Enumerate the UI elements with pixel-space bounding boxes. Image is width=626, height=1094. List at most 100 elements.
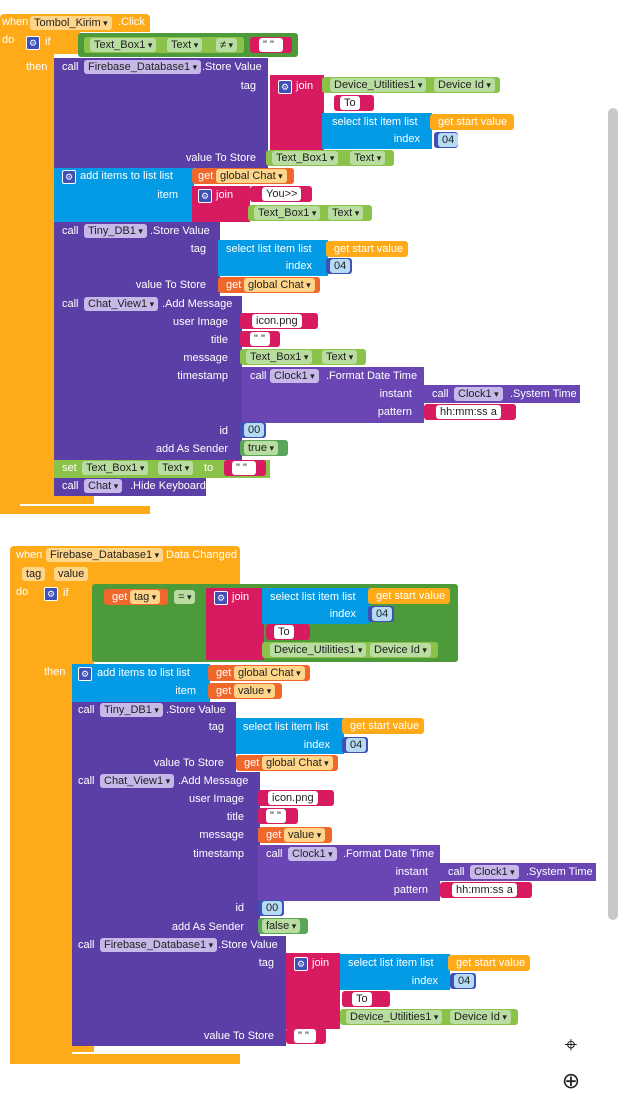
value-var-dropdown[interactable]: value <box>234 684 276 698</box>
true-dropdown[interactable]: true <box>244 441 278 455</box>
number-04[interactable]: 04 <box>454 974 475 988</box>
number-04[interactable]: 04 <box>438 133 459 147</box>
add-items-block[interactable] <box>54 168 194 222</box>
tinydb-dropdown[interactable]: Tiny_DB1 <box>84 224 147 238</box>
param-tag[interactable]: tag <box>22 567 46 581</box>
tag-label: tag <box>240 80 256 92</box>
icon-png-string[interactable]: icon.png <box>268 791 318 805</box>
join-gear-icon[interactable]: ⚙ <box>198 189 212 203</box>
component-dropdown[interactable]: Tombol_Kirim <box>30 16 112 30</box>
text-prop-dropdown[interactable]: Text <box>158 461 194 475</box>
device-id-dropdown[interactable]: Device Id <box>370 643 431 657</box>
text-prop-dropdown[interactable]: Text <box>328 206 364 220</box>
value-var-dropdown[interactable]: value <box>284 828 326 842</box>
add-items-block[interactable] <box>72 664 210 702</box>
index-label: index <box>329 608 356 620</box>
device-utilities-dropdown[interactable]: Device_Utilities1 <box>270 643 367 657</box>
clock-dropdown[interactable]: Clock1 <box>454 387 503 401</box>
message-label: message <box>183 352 228 364</box>
icon-png-string[interactable]: icon.png <box>252 314 302 328</box>
device-id-dropdown[interactable]: Device Id <box>450 1010 511 1024</box>
chatview-dropdown[interactable]: Chat_View1 <box>100 774 175 788</box>
empty-string[interactable]: " " <box>294 1029 316 1043</box>
empty-string[interactable]: " " <box>250 332 270 346</box>
firebase-store-block[interactable] <box>72 936 286 1046</box>
zoom-in-icon[interactable]: ⊕ <box>561 1068 581 1093</box>
tag-var-dropdown[interactable]: tag <box>130 590 161 604</box>
global-chat-dropdown[interactable]: global Chat <box>216 169 287 183</box>
get-start-value[interactable] <box>326 241 408 257</box>
device-utilities-dropdown[interactable]: Device_Utilities1 <box>346 1010 443 1024</box>
chat-dropdown[interactable]: Chat <box>84 479 123 493</box>
tinydb-dropdown[interactable]: Tiny_DB1 <box>100 703 163 717</box>
value-to-store-label: value To Store <box>203 1030 274 1042</box>
clock-dropdown[interactable]: Clock1 <box>288 847 337 861</box>
instant-label: instant <box>379 388 412 400</box>
empty-string[interactable]: " " <box>259 38 283 52</box>
target-icon[interactable]: ⌖ <box>564 1032 578 1057</box>
to-string[interactable]: To <box>352 992 372 1006</box>
neq-dropdown[interactable]: ≠ <box>216 38 238 52</box>
textbox-dropdown[interactable]: Text_Box1 <box>90 38 157 52</box>
pattern-string[interactable]: hh:mm:ss a <box>436 405 501 419</box>
mutator-gear-icon[interactable]: ⚙ <box>44 587 58 601</box>
get-start-value[interactable] <box>448 955 530 971</box>
text-prop-dropdown[interactable]: Text <box>167 38 203 52</box>
param-value[interactable]: value <box>54 567 89 581</box>
number-04[interactable]: 04 <box>372 607 393 621</box>
clock-dropdown[interactable]: Clock1 <box>270 369 319 383</box>
select-item-label: select list item list <box>270 591 356 603</box>
number-00[interactable]: 00 <box>244 423 265 437</box>
chatview-add-message-block[interactable] <box>72 772 260 936</box>
textbox-dropdown[interactable]: Text_Box1 <box>82 461 149 475</box>
join-gear-icon[interactable]: ⚙ <box>278 80 292 94</box>
value-to-store-label: value To Store <box>135 279 206 291</box>
component-dropdown[interactable]: Firebase_Database1 <box>46 548 164 562</box>
number-04[interactable]: 04 <box>330 259 351 273</box>
index-label: index <box>393 133 420 145</box>
chatview-add-message-block[interactable] <box>54 296 242 460</box>
join-label: join <box>296 80 314 92</box>
vertical-scrollbar[interactable] <box>608 108 618 920</box>
firebase-dropdown[interactable]: Firebase_Database1 <box>84 60 202 74</box>
title-label: title <box>226 811 244 823</box>
number-04[interactable]: 04 <box>346 738 367 752</box>
firebase-store-block[interactable] <box>54 58 268 168</box>
firebase-dropdown[interactable]: Firebase_Database1 <box>100 938 218 952</box>
then-label: then <box>26 61 48 73</box>
add-items-gear-icon[interactable]: ⚙ <box>78 667 92 681</box>
empty-string[interactable]: " " <box>232 461 256 475</box>
global-chat-dropdown[interactable]: global Chat <box>234 666 305 680</box>
if-label: if <box>45 36 51 48</box>
chatview-dropdown[interactable]: Chat_View1 <box>84 297 159 311</box>
empty-string[interactable]: " " <box>266 809 286 823</box>
pattern-label: pattern <box>377 406 412 418</box>
index-label: index <box>303 739 330 751</box>
device-id-dropdown[interactable]: Device Id <box>434 78 495 92</box>
text-prop-dropdown[interactable]: Text <box>322 350 358 364</box>
clock-dropdown[interactable]: Clock1 <box>470 865 519 879</box>
global-chat-dropdown[interactable]: global Chat <box>244 278 315 292</box>
textbox-dropdown[interactable]: Text_Box1 <box>272 151 339 165</box>
get-start-value[interactable] <box>430 114 514 130</box>
add-items-gear-icon[interactable]: ⚙ <box>62 170 76 184</box>
get-start-value[interactable] <box>368 588 450 604</box>
join-gear-icon[interactable]: ⚙ <box>294 957 308 971</box>
join-gear-icon[interactable]: ⚙ <box>214 591 228 605</box>
you-string[interactable]: You>> <box>262 187 302 201</box>
false-dropdown[interactable]: false <box>262 919 301 933</box>
mutator-gear-icon[interactable]: ⚙ <box>26 36 40 50</box>
number-00[interactable]: 00 <box>262 901 283 915</box>
timestamp-label: timestamp <box>177 370 228 382</box>
eq-dropdown[interactable]: = <box>174 590 196 604</box>
global-chat-dropdown[interactable]: global Chat <box>262 756 333 770</box>
to-string[interactable]: To <box>340 96 360 110</box>
textbox-dropdown[interactable]: Text_Box1 <box>254 206 321 220</box>
text-prop-dropdown[interactable]: Text <box>350 151 386 165</box>
device-utilities-dropdown[interactable]: Device_Utilities1 <box>330 78 427 92</box>
get-start-value[interactable] <box>342 718 424 734</box>
join-label: join <box>216 189 234 201</box>
pattern-string[interactable]: hh:mm:ss a <box>452 883 517 897</box>
textbox-dropdown[interactable]: Text_Box1 <box>246 350 313 364</box>
to-string[interactable]: To <box>274 625 294 639</box>
